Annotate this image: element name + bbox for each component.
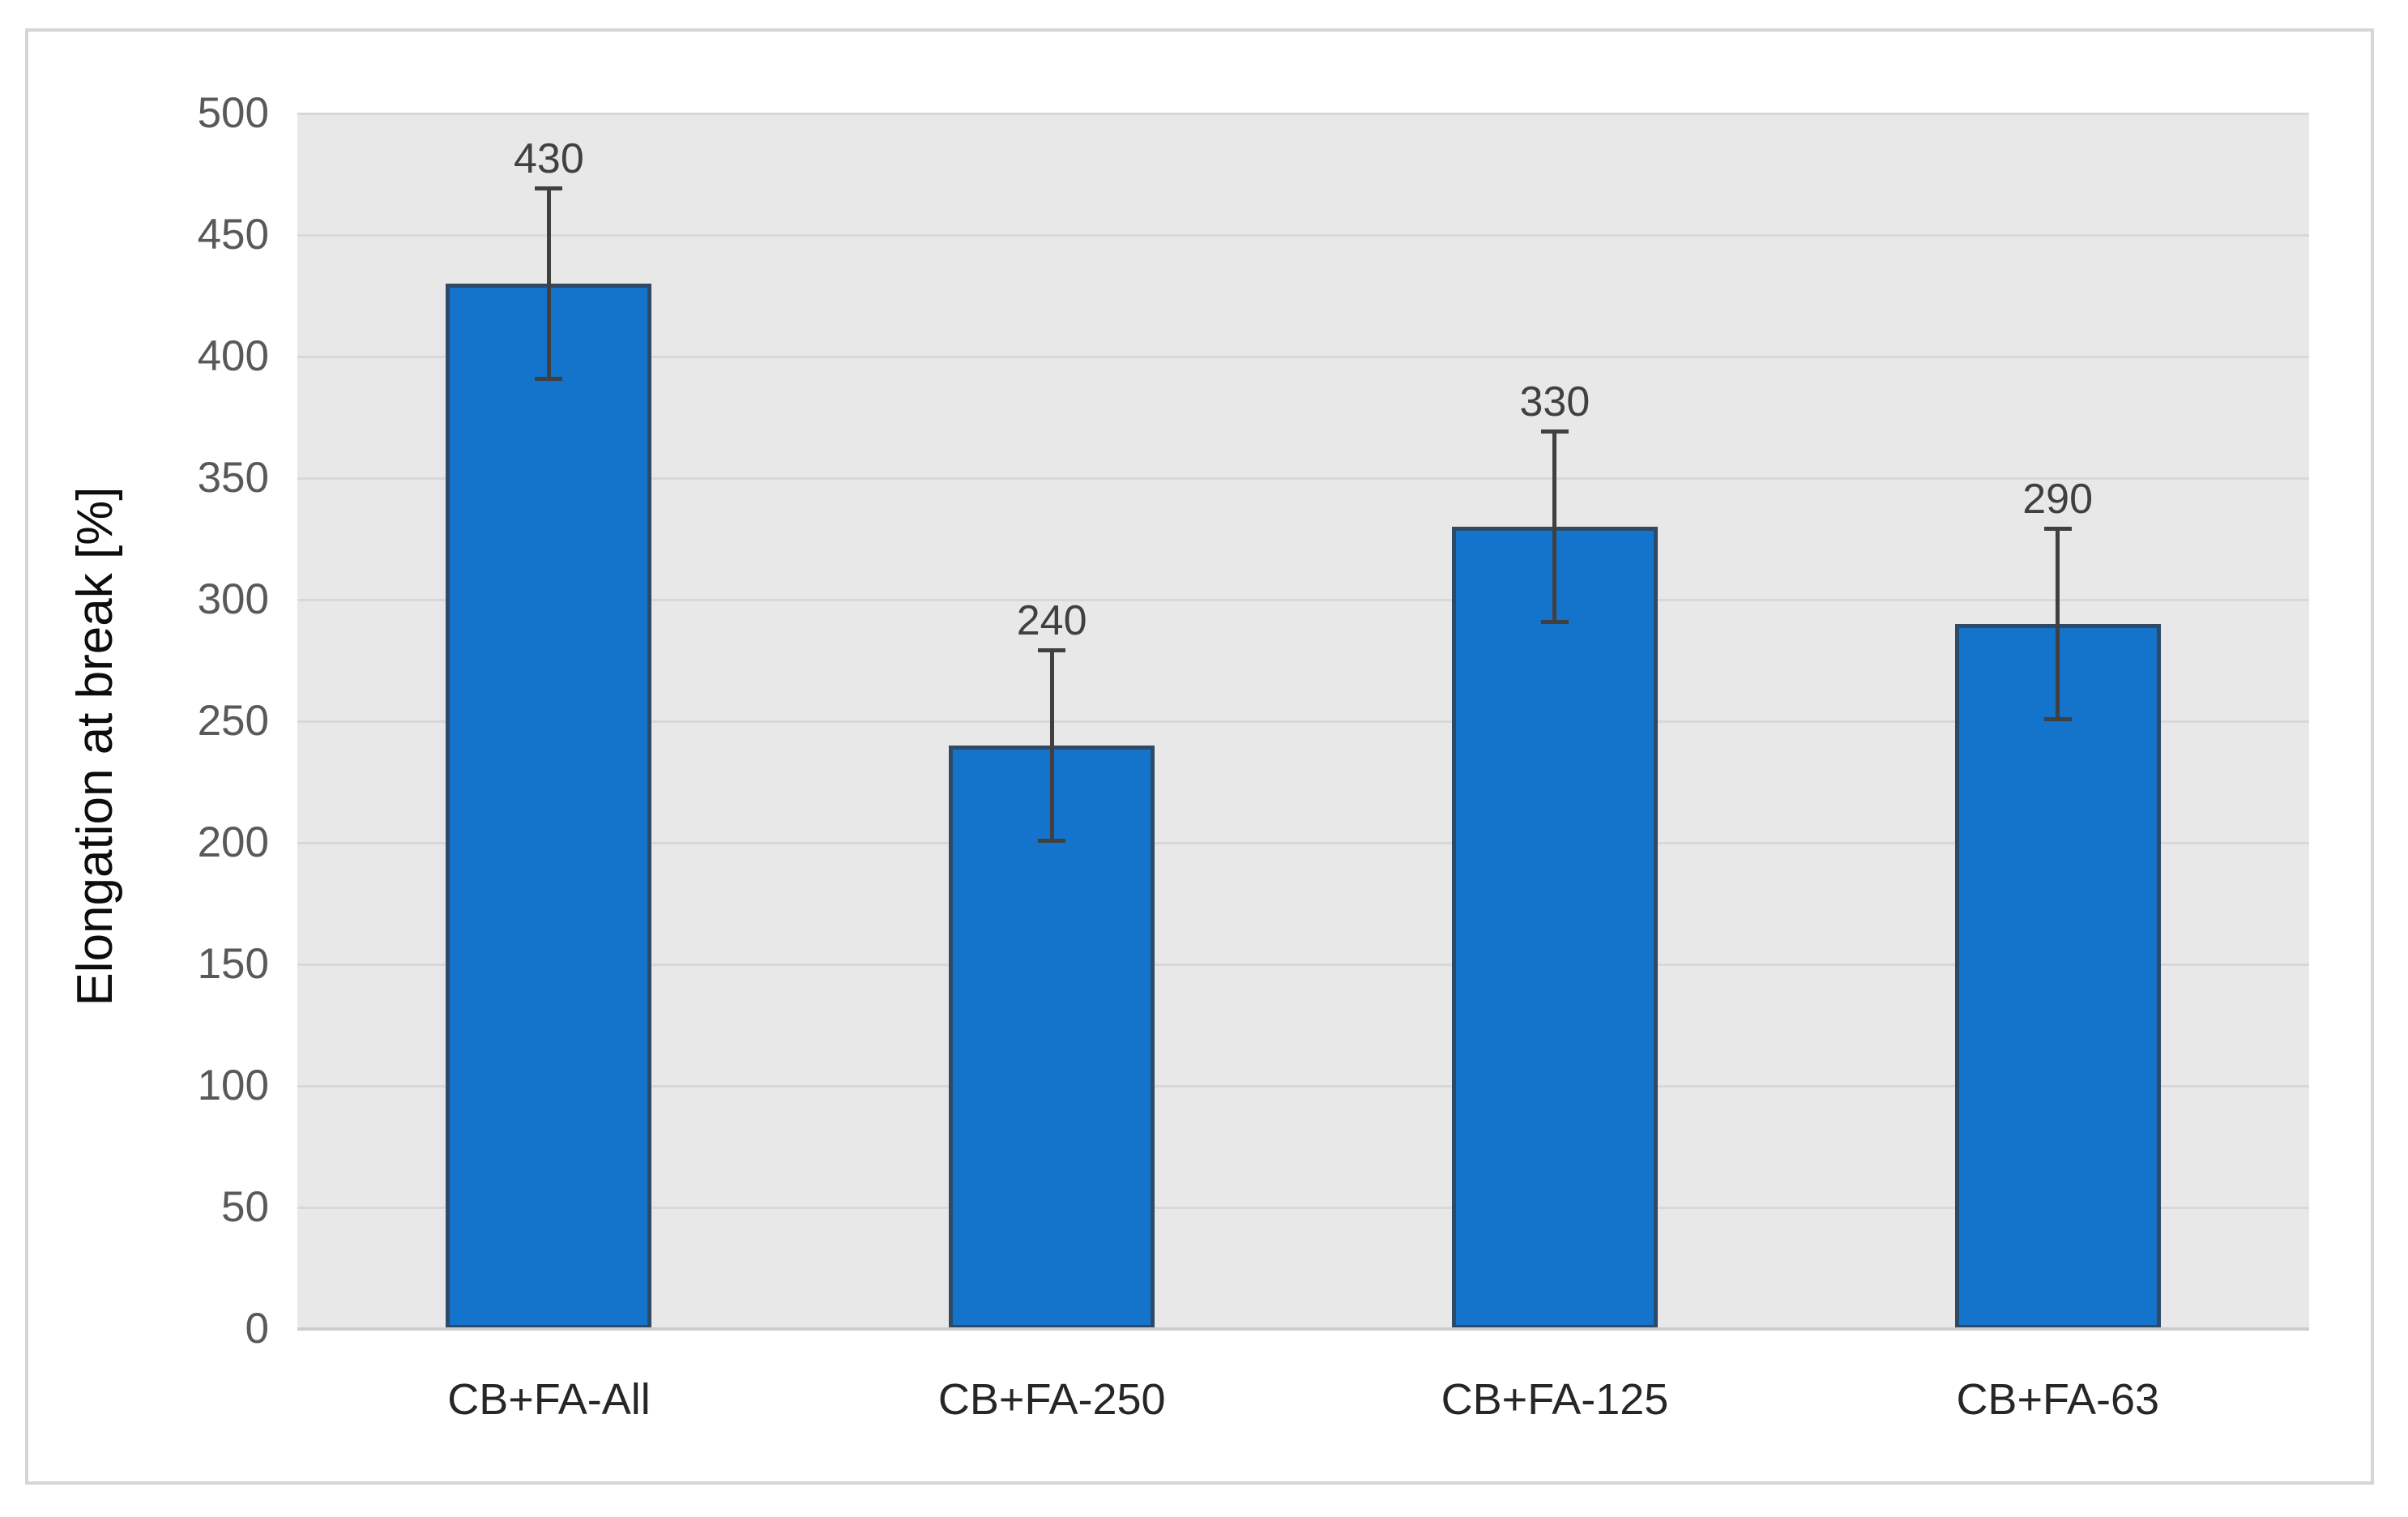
- gridline: [297, 477, 2309, 480]
- plot-area: 430 240 330 290: [297, 113, 2309, 1331]
- gridline: [297, 720, 2309, 723]
- x-axis-label: CB+FA-125: [1441, 1375, 1669, 1424]
- y-tick-label: 100: [197, 1062, 269, 1109]
- error-bar-cap-top: [2043, 527, 2072, 531]
- bar-CB+FA-125: [1451, 527, 1658, 1329]
- y-tick-label: 150: [197, 940, 269, 988]
- x-axis-label: CB+FA-63: [1956, 1375, 2160, 1424]
- error-bar-cap-bottom: [1540, 620, 1569, 624]
- gridline: [297, 842, 2309, 844]
- error-bar-line: [1049, 648, 1054, 843]
- data-label: 240: [1016, 597, 1087, 644]
- bar-CB+FA-250: [949, 746, 1155, 1329]
- gridline: [297, 599, 2309, 601]
- gridline: [297, 113, 2309, 115]
- gridline: [297, 964, 2309, 966]
- bar-CB+FA-All: [446, 284, 652, 1329]
- gridline: [297, 1207, 2309, 1209]
- y-tick-label: 50: [221, 1183, 269, 1231]
- error-bar-line: [2056, 527, 2060, 721]
- y-tick-label: 350: [197, 454, 269, 502]
- y-tick-label: 200: [197, 818, 269, 866]
- y-tick-label: 300: [197, 575, 269, 623]
- error-bar-cap-top: [535, 186, 563, 190]
- gridline: [297, 1085, 2309, 1088]
- error-bar-cap-bottom: [535, 377, 563, 381]
- gridline: [297, 356, 2309, 358]
- error-bar-cap-bottom: [2043, 717, 2072, 721]
- error-bar-line: [1552, 429, 1557, 624]
- y-tick-label: 250: [197, 697, 269, 745]
- error-bar-cap-top: [1038, 648, 1066, 652]
- error-bar-line: [546, 186, 551, 381]
- y-tick-label: 400: [197, 332, 269, 380]
- y-tick-label: 450: [197, 211, 269, 259]
- data-label: 330: [1519, 378, 1590, 425]
- error-bar-cap-top: [1540, 429, 1569, 434]
- data-label: 430: [513, 135, 584, 182]
- y-tick-label: 500: [197, 89, 269, 137]
- error-bar-cap-bottom: [1038, 839, 1066, 843]
- bar-CB+FA-63: [1954, 624, 2161, 1329]
- gridline: [297, 234, 2309, 237]
- x-axis-label: CB+FA-All: [447, 1375, 651, 1424]
- data-label: 290: [2022, 476, 2093, 523]
- y-tick-label: 0: [245, 1305, 269, 1352]
- x-axis-line: [297, 1327, 2309, 1331]
- x-axis-label: CB+FA-250: [937, 1375, 1166, 1424]
